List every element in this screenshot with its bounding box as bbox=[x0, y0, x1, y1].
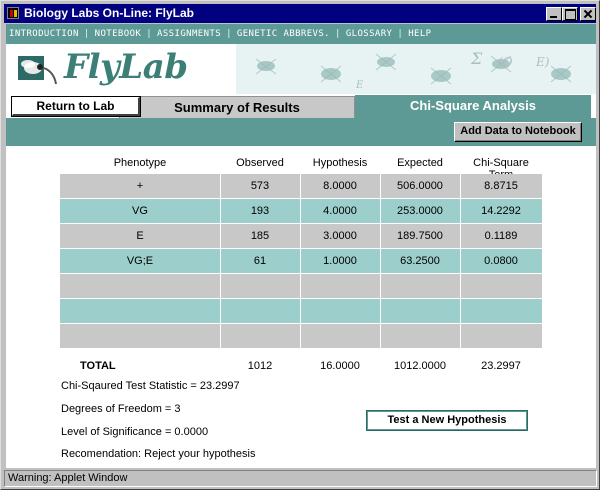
recommendation-text: Recomendation: Reject your hypothesis bbox=[61, 448, 256, 460]
cell-chi-square-term: 8.8715 bbox=[484, 180, 518, 192]
header-observed: Observed bbox=[236, 157, 284, 169]
return-to-lab-button[interactable]: Return to Lab bbox=[11, 96, 141, 117]
svg-text:E): E) bbox=[535, 55, 550, 69]
cell-phenotype: E bbox=[136, 230, 144, 242]
cell-hypothesis[interactable]: 3.0000 bbox=[323, 230, 357, 242]
test-statistic-text: Chi-Sqaured Test Statistic = 23.2997 bbox=[61, 380, 240, 392]
flylab-banner: FlyLab bbox=[6, 44, 596, 94]
table-row: VG 193 4.0000 253.0000 14.2292 bbox=[60, 199, 542, 223]
add-data-to-notebook-button[interactable]: Add Data to Notebook bbox=[454, 122, 582, 142]
window-title: Biology Labs On-Line: FlyLab bbox=[24, 6, 195, 20]
title-bar: Biology Labs On-Line: FlyLab bbox=[4, 4, 596, 23]
table-row-empty bbox=[60, 324, 542, 348]
nav-help[interactable]: HELP bbox=[408, 29, 432, 39]
nav-notebook[interactable]: NOTEBOOK bbox=[94, 29, 142, 39]
cell-expected: 253.0000 bbox=[397, 205, 443, 217]
table-row: + 573 8.0000 506.0000 8.8715 bbox=[60, 174, 542, 198]
total-label: TOTAL bbox=[80, 360, 116, 372]
nav-separator: | bbox=[83, 29, 90, 39]
nav-glossary[interactable]: GLOSSARY bbox=[345, 29, 393, 39]
cell-expected: 63.2500 bbox=[400, 255, 440, 267]
tab-chi-square-analysis[interactable]: Chi-Square Analysis bbox=[355, 94, 591, 118]
svg-text:E: E bbox=[355, 80, 364, 91]
cell-chi-square-term: 0.0800 bbox=[484, 255, 518, 267]
cell-chi-square-term: 0.1189 bbox=[484, 230, 518, 242]
nav-separator: | bbox=[146, 29, 153, 39]
table-row: VG;E 61 1.0000 63.2500 0.0800 bbox=[60, 249, 542, 273]
cell-chi-square-term: 14.2292 bbox=[481, 205, 521, 217]
nav-separator: | bbox=[226, 29, 232, 39]
total-observed: 1012 bbox=[247, 360, 273, 372]
cell-phenotype: VG;E bbox=[126, 255, 154, 267]
cell-observed: 61 bbox=[253, 255, 267, 267]
tab-bar: Summary of Results Chi-Square Analysis R… bbox=[6, 94, 596, 118]
cell-phenotype: + bbox=[136, 180, 144, 192]
header-expected: Expected bbox=[397, 157, 443, 169]
table-row-empty bbox=[60, 274, 542, 298]
maximize-button[interactable] bbox=[562, 7, 578, 21]
cell-hypothesis[interactable]: 4.0000 bbox=[323, 205, 357, 217]
total-chi-square: 23.2997 bbox=[481, 360, 521, 372]
cell-observed: 185 bbox=[250, 230, 270, 242]
close-button[interactable] bbox=[580, 7, 596, 21]
cell-observed: 573 bbox=[250, 180, 270, 192]
nav-introduction[interactable]: INTRODUCTION bbox=[9, 29, 79, 39]
cell-expected: 189.7500 bbox=[397, 230, 443, 242]
flylab-logo-icon bbox=[18, 56, 57, 85]
svg-text:Σ: Σ bbox=[470, 49, 483, 68]
nav-separator: | bbox=[335, 29, 341, 39]
table-row: E 185 3.0000 189.7500 0.1189 bbox=[60, 224, 542, 248]
applet-content: INTRODUCTION | NOTEBOOK | ASSIGNMENTS | … bbox=[6, 24, 596, 468]
total-expected: 1012.0000 bbox=[394, 360, 446, 372]
tab-summary-of-results[interactable]: Summary of Results bbox=[119, 96, 355, 118]
nav-assignments[interactable]: ASSIGNMENTS bbox=[157, 29, 222, 39]
status-bar: Warning: Applet Window bbox=[4, 470, 597, 487]
fly-collage-image: Σ (O E) E bbox=[236, 44, 596, 94]
header-hypothesis: Hypothesis bbox=[312, 157, 368, 169]
action-toolbar: Add Data to Notebook bbox=[6, 118, 596, 146]
significance-text: Level of Significance = 0.0000 bbox=[61, 426, 209, 438]
svg-text:(O: (O bbox=[498, 55, 513, 69]
flylab-logo-text: FlyLab bbox=[64, 47, 188, 87]
cell-phenotype: VG bbox=[132, 205, 148, 217]
nav-genetic-abbrevs[interactable]: GENETIC ABBREVS. bbox=[236, 29, 330, 39]
nav-separator: | bbox=[397, 29, 404, 39]
total-hypothesis: 16.0000 bbox=[320, 360, 360, 372]
java-app-icon[interactable] bbox=[7, 7, 19, 19]
cell-observed: 193 bbox=[250, 205, 270, 217]
minimize-button[interactable] bbox=[546, 7, 562, 21]
top-nav: INTRODUCTION | NOTEBOOK | ASSIGNMENTS | … bbox=[6, 24, 596, 44]
totals-row: TOTAL 1012 16.0000 1012.0000 23.2997 bbox=[60, 357, 542, 375]
table-row-empty bbox=[60, 299, 542, 323]
degrees-of-freedom-text: Degrees of Freedom = 3 bbox=[61, 403, 181, 415]
header-phenotype: Phenotype bbox=[113, 157, 167, 169]
test-new-hypothesis-button[interactable]: Test a New Hypothesis bbox=[366, 410, 528, 431]
cell-expected: 506.0000 bbox=[397, 180, 443, 192]
cell-hypothesis[interactable]: 1.0000 bbox=[323, 255, 357, 267]
cell-hypothesis[interactable]: 8.0000 bbox=[323, 180, 357, 192]
